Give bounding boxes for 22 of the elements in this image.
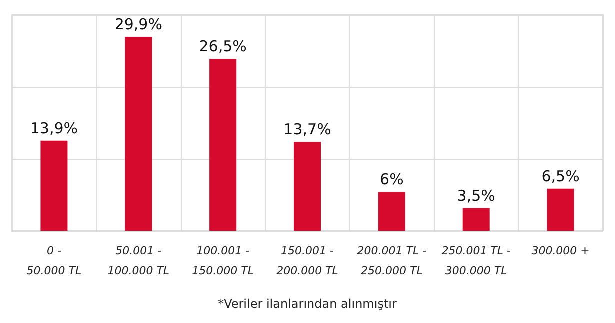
bar [378,192,406,231]
data-label: 13,9% [30,119,78,138]
data-label: 29,9% [114,16,162,34]
text: *Veriler ilanlarından alınmıştır [218,297,397,311]
bar [210,59,237,231]
x-tick-label: 200.001 TL - 250.000 TL [357,244,427,278]
bar [462,208,490,231]
bar [40,140,68,231]
data-label: 13,7% [284,120,332,139]
x-tick-label: 300.000 + [532,244,590,258]
x-tick-label: 50.001 - 100.000 TL [108,244,170,278]
data-label: 6,5% [542,167,580,186]
data-label: 3,5% [457,186,496,205]
bar [547,188,574,231]
x-tick-label: 100.001 - 150.000 TL [192,244,254,278]
data-label: 26,5% [199,38,247,56]
bar [294,142,321,231]
x-tick-label: 250.001 TL - 300.000 TL [442,244,512,278]
x-tick-label: 150.001 - 200.000 TL [276,244,338,278]
x-tick-label: 0 - 50.000 TL [26,244,82,278]
data-label: 6% [380,170,404,189]
bar [125,37,152,231]
